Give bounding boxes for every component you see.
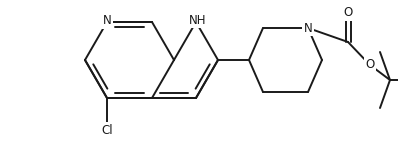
- Text: NH: NH: [189, 13, 207, 27]
- Text: Cl: Cl: [101, 124, 113, 136]
- Text: O: O: [343, 7, 353, 19]
- Text: N: N: [304, 21, 312, 35]
- Text: O: O: [365, 59, 375, 72]
- Text: N: N: [103, 14, 111, 28]
